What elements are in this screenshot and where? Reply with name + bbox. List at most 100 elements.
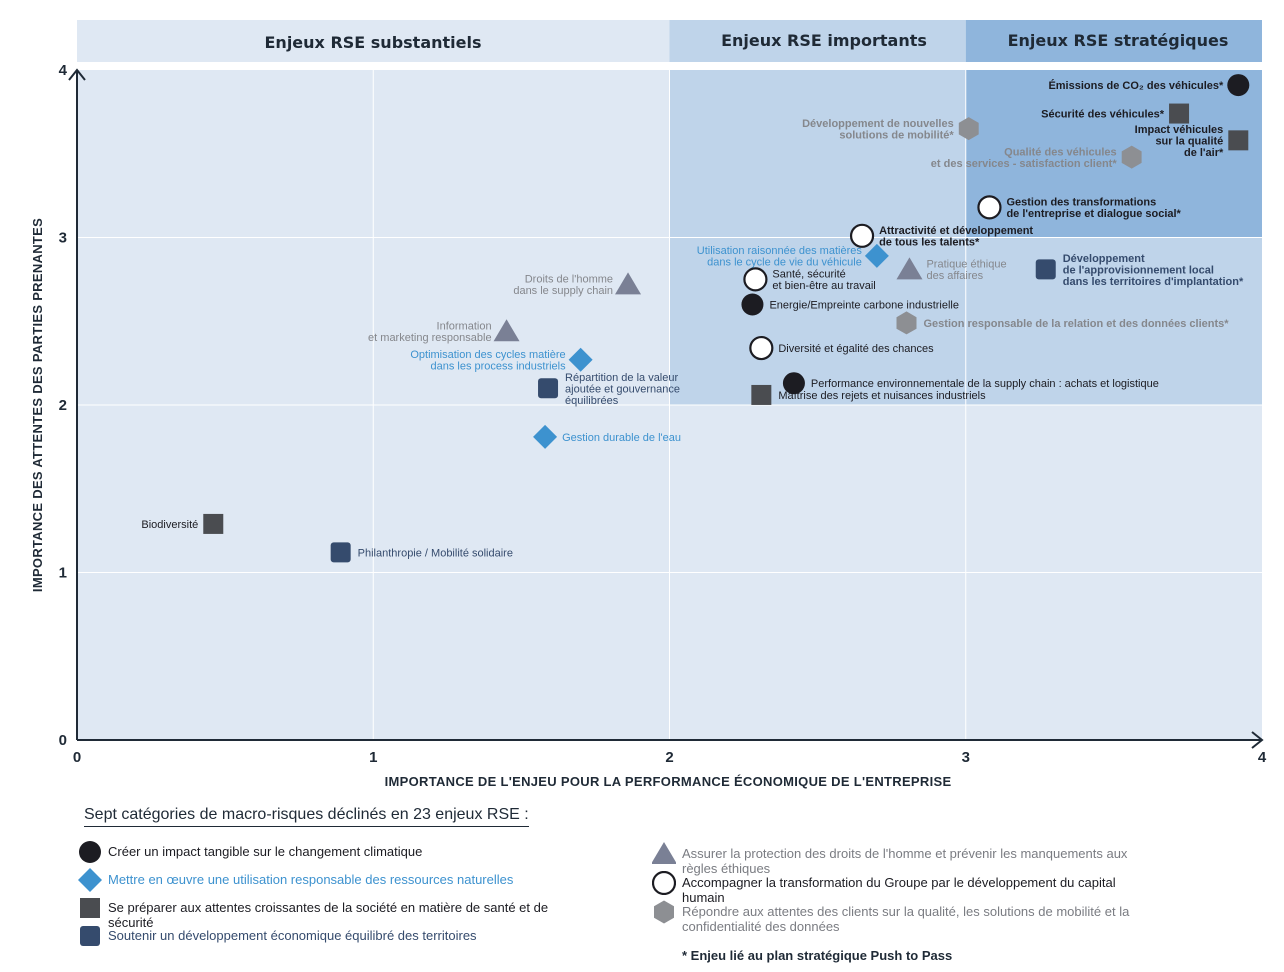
point-label-matieres_vie: Utilisation raisonnée des matières dans l…: [697, 245, 863, 268]
point-label-emissions: Émissions de CO₂ des véhicules*: [1048, 79, 1224, 92]
point-label-philanthropie: Philanthropie / Mobilité solidaire: [358, 547, 513, 559]
legend-item-ressources: Mettre en œuvre une utilisation responsa…: [78, 868, 514, 896]
point-label-supply_env: Performance environnementale de la suppl…: [811, 378, 1159, 390]
point-marker-philanthropie: [330, 542, 351, 563]
point-marker-droits_homme: [615, 272, 642, 295]
footnote: * Enjeu lié au plan stratégique Push to …: [682, 948, 953, 963]
axes: [68, 68, 1264, 749]
legend-marker-clients: [654, 900, 674, 924]
point-label-qualite: Qualité des véhicules et des services - s…: [931, 146, 1118, 170]
legend-marker-ressources: [78, 868, 102, 892]
point-label-sante_travail: Santé, sécurité et bien-être au travail: [772, 269, 875, 293]
legend-icon-territoires: [80, 926, 100, 946]
region-strategiques: [965, 70, 1262, 238]
legend-item-droits: Assurer la protection des droits de l'ho…: [652, 842, 1152, 876]
point-label-diversite: Diversité et égalité des chances: [778, 343, 934, 355]
legend-item-climat: Créer un impact tangible sur le changeme…: [78, 841, 423, 868]
point-marker-approvisionnement: [1035, 259, 1056, 280]
legend-marker-sante: [80, 898, 100, 918]
legend-icon-ressources: [78, 868, 102, 892]
point-label-information: Information et marketing responsable: [368, 321, 492, 345]
x-tick-label: 2: [665, 749, 673, 766]
point-marker-rejets: [751, 384, 772, 405]
band-header-importants: [669, 20, 966, 62]
y-axis-arrow: [68, 68, 86, 81]
legend: Sept catégories de macro-risques décliné…: [0, 800, 1284, 972]
legend-label: Assurer la protection des droits de l'ho…: [682, 846, 1128, 876]
point-marker-ethique: [896, 257, 923, 280]
legend-label: Répondre aux attentes des clients sur la…: [682, 904, 1130, 934]
point-label-attractivite: Attractivité et développement de tous les…: [879, 225, 1033, 249]
x-axis-label: IMPORTANCE DE L'ENJEU POUR LA PERFORMANC…: [385, 774, 952, 789]
point-label-repartition: Répartition de la valeur ajoutée et gouve…: [565, 372, 680, 407]
point-marker-qualite: [1121, 145, 1142, 169]
point-label-relation_clients: Gestion responsable de la relation et de…: [924, 318, 1230, 330]
legend-icon-sante: [80, 898, 100, 918]
y-tick-label: 3: [59, 230, 67, 247]
point-marker-emissions: [1227, 74, 1250, 97]
point-label-cycles_matiere: Optimisation des cycles matière dans les …: [410, 349, 566, 373]
materiality-chart: Enjeux RSE substantiels Enjeux RSE impor…: [30, 20, 1267, 789]
legend-icon-climat: [79, 841, 101, 863]
point-marker-information: [493, 319, 520, 342]
point-marker-transformations: [977, 195, 1002, 220]
point-marker-sante_travail: [743, 267, 768, 292]
band-titles: Enjeux RSE substantiels Enjeux RSE impor…: [265, 31, 1229, 52]
point-label-rejets: Maîtrise des rejets et nuisances industr…: [778, 390, 986, 402]
x-tick-label: 1: [369, 749, 377, 766]
point-marker-cycles_matiere: [568, 347, 593, 372]
data-points: Émissions de CO₂ des véhicules* Sécurité …: [141, 74, 1250, 563]
point-marker-biodiversite: [203, 513, 224, 534]
point-label-ethique: Pratique éthique des affaires: [926, 259, 1006, 283]
point-label-approvisionnement: Développement de l'approvisionnement loca…: [1063, 253, 1244, 288]
point-marker-mobilite: [958, 117, 979, 141]
point-marker-relation_clients: [896, 311, 917, 335]
band-title-strategiques: Enjeux RSE stratégiques: [1008, 31, 1229, 50]
point-label-air: Impact véhicules sur la qualité de l'air*: [1135, 124, 1224, 159]
legend-icon-clients: [654, 900, 674, 924]
legend-marker-capital: [652, 871, 676, 895]
point-label-droits_homme: Droits de l'homme dans le supply chain: [513, 274, 613, 298]
x-tick-label: 0: [73, 749, 81, 766]
band-title-importants: Enjeux RSE importants: [721, 31, 927, 50]
x-tick-label: 3: [962, 749, 970, 766]
band-header-strategiques: [965, 20, 1262, 62]
point-marker-securite: [1169, 103, 1190, 124]
legend-marker-climat: [79, 841, 101, 863]
point-marker-energie: [741, 293, 764, 316]
legend-label: Accompagner la transformation du Groupe …: [682, 875, 1116, 905]
y-tick-label: 4: [59, 62, 68, 79]
point-label-transformations: Gestion des transformations de l'entrepri…: [1006, 197, 1181, 221]
band-header-substantiels: [77, 20, 670, 62]
band-title-substantiels: Enjeux RSE substantiels: [265, 33, 482, 52]
point-marker-eau: [533, 424, 558, 449]
y-tick-label: 2: [59, 397, 67, 414]
point-marker-air: [1228, 130, 1249, 151]
legend-label: Se préparer aux attentes croissantes de …: [108, 900, 549, 930]
legend-label: Mettre en œuvre une utilisation responsa…: [108, 872, 514, 887]
legend-title: Sept catégories de macro-risques décliné…: [84, 806, 529, 827]
point-marker-supply_env: [782, 372, 805, 395]
legend-label: Créer un impact tangible sur le changeme…: [108, 844, 423, 859]
legend-marker-territoires: [80, 926, 100, 946]
legend-label: Soutenir un développement économique équ…: [108, 928, 477, 943]
legend-marker-droits: [652, 842, 676, 864]
legend-icon-droits: [652, 842, 676, 864]
x-tick-label: 4: [1258, 749, 1267, 766]
point-marker-repartition: [538, 378, 559, 399]
point-marker-matieres_vie: [864, 243, 889, 268]
legend-item-territoires: Soutenir un développement économique équ…: [78, 926, 477, 952]
y-axis-label: IMPORTANCE DES ATTENTES DES PARTIES PREN…: [30, 218, 45, 592]
legend-item-capital: Accompagner la transformation du Groupe …: [652, 871, 1152, 905]
point-label-energie: Energie/Empreinte carbone industrielle: [769, 300, 959, 312]
legend-item-sante: Se préparer aux attentes croissantes de …: [78, 898, 578, 930]
tick-labels: 0 1 2 3 4 0 1 2 3 4: [59, 62, 1267, 766]
point-marker-diversite: [749, 335, 774, 361]
legend-icon-capital: [652, 871, 676, 895]
point-marker-attractivite: [849, 223, 875, 248]
point-label-biodiversite: Biodiversité: [141, 519, 198, 531]
point-label-mobilite: Développement de nouvelles solutions de m…: [802, 118, 954, 142]
grid-lines: [77, 70, 1262, 740]
y-tick-label: 0: [59, 732, 67, 749]
legend-item-clients: Répondre aux attentes des clients sur la…: [652, 900, 1152, 934]
